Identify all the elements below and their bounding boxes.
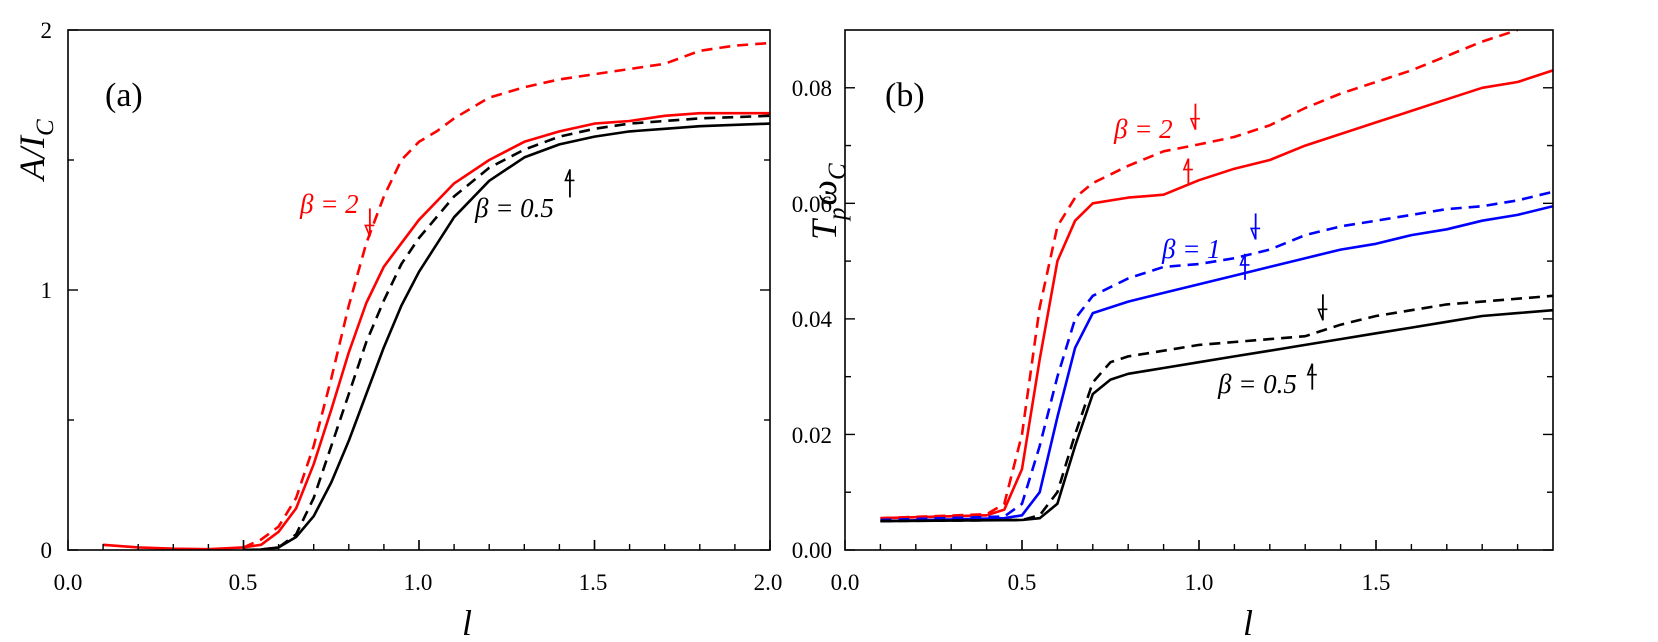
panel-a-series-line	[243, 122, 770, 550]
panel-a: 0.0 0.5 1.0 1.5 2.0 0 1 2 (a) l A/IC β =…	[12, 18, 782, 642]
panel-a-x-tick-label: 0.5	[229, 570, 258, 595]
panel-b-series-line	[880, 69, 1553, 520]
panel-b-y-tick-label: 0.06	[792, 192, 832, 217]
panel-b-x-tick-label: 0.0	[831, 570, 860, 595]
panel-b-y-axis-title-omega: ω	[804, 180, 844, 205]
panel-b-label: (b)	[885, 77, 925, 114]
panel-b-y-axis-title-p: p	[824, 207, 851, 222]
panel-b-arrow-head	[1182, 158, 1193, 171]
panel-b-y-tick-label: 0.04	[792, 307, 833, 332]
panel-a-y-tick-labels: 0 1 2	[41, 18, 53, 563]
panel-a-x-tick-label: 0.0	[54, 570, 83, 595]
panel-a-series-line	[243, 114, 770, 550]
panel-b-x-tick-labels: 0.0 0.5 1.0 1.5	[831, 570, 1391, 595]
panel-a-x-tick-label: 2.0	[754, 570, 783, 595]
panel-a-y-axis-title-main: A/I	[12, 134, 52, 182]
panel-a-y-tick-label: 0	[41, 538, 53, 563]
panel-a-series-line	[103, 111, 770, 550]
panel-a-x-tick-labels: 0.0 0.5 1.0 1.5 2.0	[54, 570, 783, 595]
panel-a-annotation-beta-2: β = 2	[299, 189, 359, 219]
panel-b-y-tick-label: 0.02	[792, 423, 832, 448]
panel-b-series-line	[880, 308, 1553, 523]
panel-b-x-tick-label: 0.5	[1008, 570, 1037, 595]
panel-b-series-line	[880, 190, 1553, 522]
panel-b-arrow-head	[1239, 253, 1250, 266]
panel-b-arrow-head	[1317, 308, 1328, 321]
panel-a-y-axis-title: A/IC	[12, 119, 59, 182]
panel-b-annotations: β = 2 β = 1 β = 0.5	[1113, 103, 1328, 399]
panel-b-series-line	[880, 30, 1519, 520]
panel-b-series-line	[880, 294, 1553, 523]
panel-a-ticks	[67, 29, 771, 551]
panel-b-y-tick-labels: 0.00 0.02 0.04 0.06 0.08	[792, 76, 833, 563]
panel-a-frame	[67, 29, 771, 551]
panel-b-arrow-head	[1249, 227, 1261, 240]
panel-a-x-tick-label: 1.0	[404, 570, 433, 595]
panel-b-arrow-head	[1306, 363, 1317, 376]
panel-a-x-tick-label: 1.5	[579, 570, 608, 595]
panel-b-y-axis-title-t: T	[804, 217, 844, 240]
panel-a-lines	[103, 41, 770, 550]
panel-b-plot-frame	[844, 29, 1554, 551]
panel-b-y-tick-label: 0.08	[792, 76, 832, 101]
panel-a-arrow-head	[364, 224, 375, 237]
panel-b-y-axis-title: TpωC	[804, 163, 851, 240]
panel-b-annotation-beta-1: β = 1	[1161, 234, 1221, 264]
panel-b-annotation-beta-2: β = 2	[1113, 114, 1173, 144]
panel-a-y-tick-label: 1	[41, 278, 53, 303]
panel-a-y-axis-title-sub: C	[32, 119, 59, 136]
panel-a-annotation-beta-05: β = 0.5	[474, 193, 554, 223]
panel-b-frame	[844, 29, 1554, 551]
panel-b-y-tick-label: 0.00	[792, 538, 832, 563]
panel-b-arrow-head	[1189, 117, 1200, 130]
panel-b-x-tick-label: 1.5	[1362, 570, 1391, 595]
panel-b-x-axis-title: l	[1243, 603, 1253, 642]
panel-b-series-line	[880, 204, 1553, 523]
panel-b-annotation-beta-05: β = 0.5	[1217, 369, 1297, 399]
panel-a-y-tick-label: 2	[41, 18, 53, 43]
panel-b-x-tick-label: 1.0	[1185, 570, 1214, 595]
panel-b-lines	[880, 30, 1553, 523]
panel-a-label: (a)	[105, 77, 143, 114]
panel-b-ticks	[844, 87, 1553, 551]
panel-a-x-axis-title: l	[462, 603, 472, 642]
panel-b-y-axis-title-c: C	[824, 163, 851, 180]
panel-a-plot-frame	[67, 29, 771, 551]
panel-b: 0.0 0.5 1.0 1.5 0.00 0.02 0.04 0.06 0.08…	[792, 29, 1554, 642]
panel-a-annotations: β = 2 β = 0.5	[299, 169, 575, 237]
panel-a-arrow-head	[564, 169, 575, 182]
